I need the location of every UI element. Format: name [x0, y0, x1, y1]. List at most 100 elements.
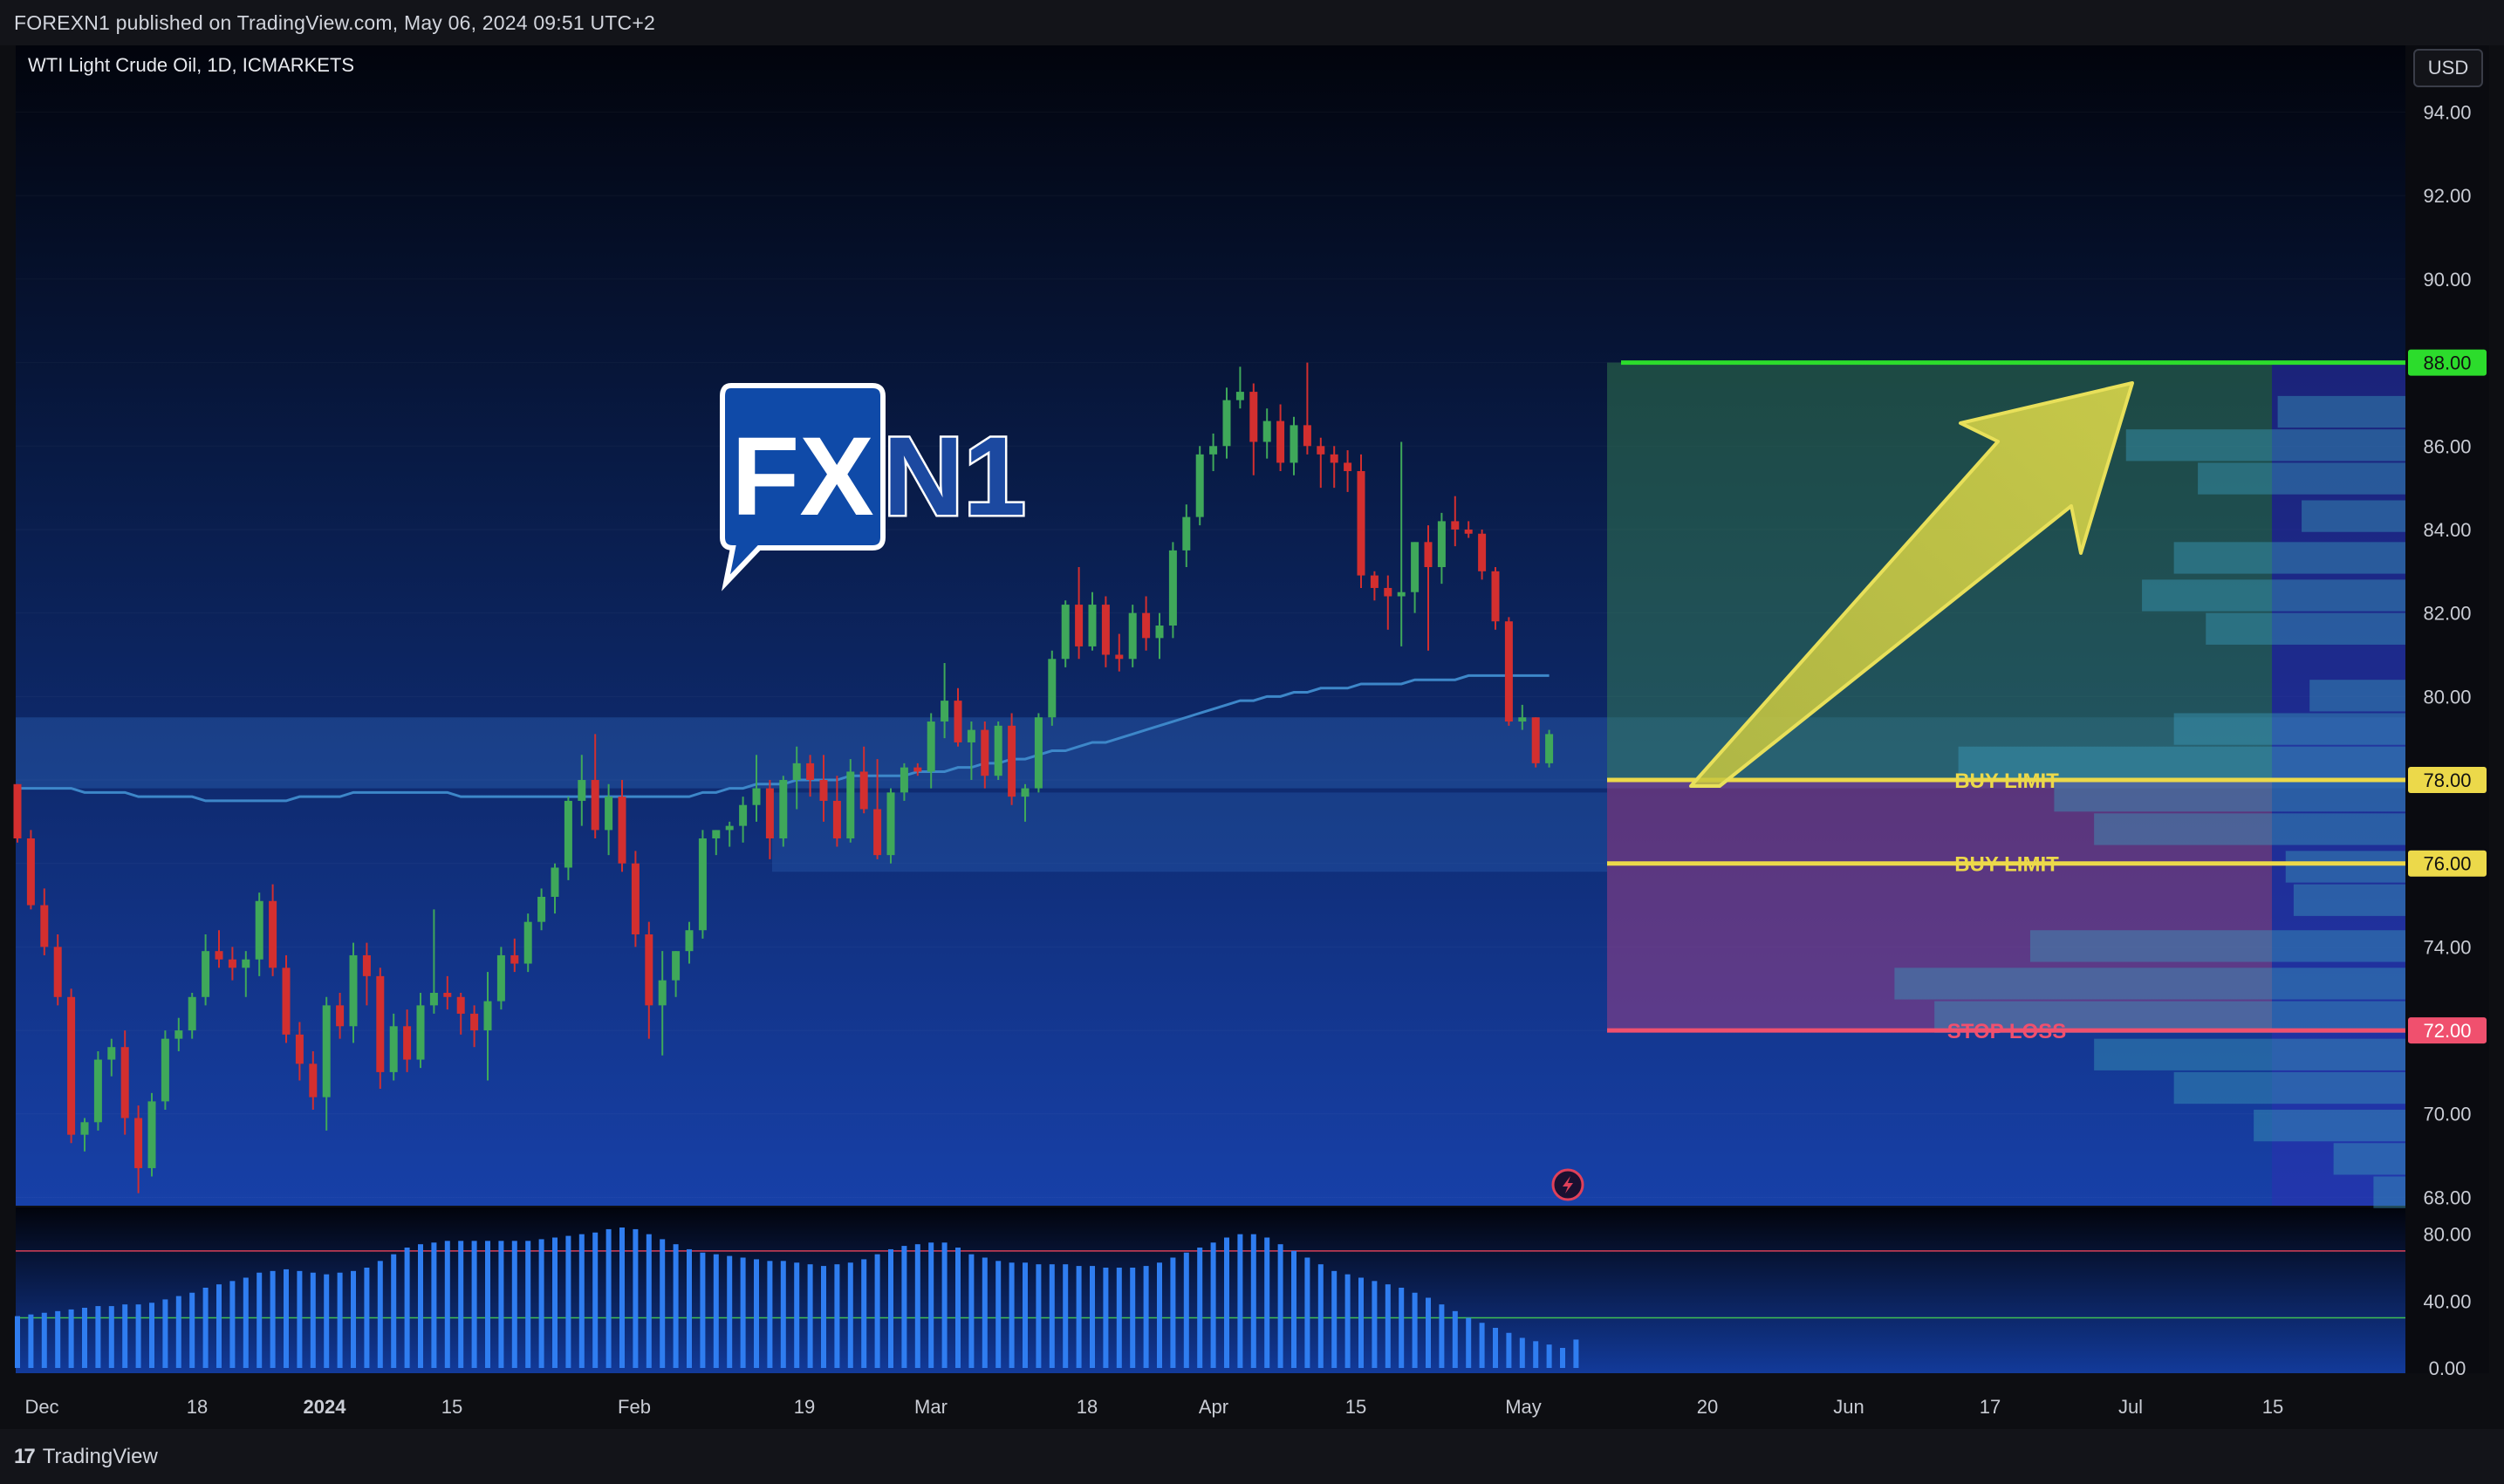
- candle-body: [1545, 734, 1554, 763]
- rsi-bar: [444, 1241, 450, 1368]
- tradingview-logo[interactable]: 17 TradingView: [14, 1445, 158, 1469]
- candle-body: [1357, 470, 1365, 576]
- rsi-bar: [552, 1237, 558, 1368]
- rsi-bar: [1036, 1264, 1042, 1368]
- candle-body: [1531, 717, 1540, 763]
- candle-body: [349, 954, 358, 1027]
- candle-body: [698, 838, 707, 931]
- candle-body: [981, 729, 989, 776]
- candle-body: [846, 771, 855, 838]
- time-axis-background: [16, 1373, 2489, 1429]
- candle-body: [389, 1026, 398, 1072]
- candle-body: [322, 1005, 331, 1098]
- right-profile-band: [2272, 362, 2405, 1206]
- candle-body: [1249, 392, 1258, 442]
- volume-profile-row: [1958, 746, 2405, 779]
- candle-body: [403, 1026, 412, 1060]
- rsi-bar: [377, 1261, 383, 1368]
- rsi-bar: [257, 1272, 263, 1368]
- candle-body: [752, 788, 761, 805]
- candle-body: [147, 1101, 156, 1168]
- candle-body: [1276, 421, 1285, 463]
- level-tag: STOP LOSS: [1947, 1020, 2067, 1043]
- level-tag-text: BUY LIMIT: [1954, 853, 2059, 877]
- rsi-bar: [1560, 1348, 1565, 1368]
- candle-body: [631, 863, 640, 935]
- rsi-bar: [243, 1277, 249, 1368]
- rsi-bar: [592, 1232, 599, 1368]
- rsi-bar: [189, 1292, 195, 1368]
- candle-body: [1303, 425, 1311, 447]
- candle-body: [806, 763, 815, 781]
- candle-body: [645, 934, 653, 1006]
- candle-body: [456, 996, 465, 1014]
- candle-body: [1437, 521, 1446, 568]
- rsi-bar: [1372, 1281, 1378, 1368]
- rsi-bar: [1009, 1262, 1015, 1368]
- symbol-title[interactable]: WTI Light Crude Oil, 1D, ICMARKETS: [28, 54, 355, 76]
- rsi-bar: [928, 1242, 934, 1368]
- rsi-bar: [1250, 1234, 1256, 1368]
- candle-body: [685, 930, 694, 952]
- time-tick-label: 18: [1077, 1396, 1098, 1418]
- candle-body: [564, 800, 572, 868]
- rsi-bar: [1023, 1262, 1028, 1368]
- rsi-bar: [82, 1308, 87, 1368]
- rsi-tick-label: 0.00: [2429, 1357, 2466, 1379]
- level-axis-tag-text: 78.00: [2423, 769, 2471, 791]
- rsi-bar: [700, 1252, 706, 1368]
- candle-body: [1424, 542, 1433, 568]
- rsi-bar: [538, 1239, 544, 1368]
- rsi-bar: [1197, 1248, 1203, 1368]
- price-tick-label: 70.00: [2423, 1104, 2471, 1125]
- candle-body: [1478, 533, 1487, 571]
- candle-body: [658, 980, 667, 1006]
- candle-body: [1317, 446, 1325, 455]
- rsi-bar: [1344, 1274, 1351, 1368]
- rsi-bar: [1224, 1237, 1229, 1368]
- rsi-bar: [458, 1241, 464, 1368]
- time-tick-label: 15: [441, 1396, 462, 1418]
- rsi-bar: [1049, 1264, 1055, 1368]
- speech-bubble-icon: [720, 383, 886, 592]
- candle-body: [13, 783, 22, 838]
- rsi-bar: [404, 1248, 410, 1368]
- support-zone-lower: [772, 792, 1607, 872]
- price-tick-label: 82.00: [2423, 603, 2471, 625]
- rsi-bar: [646, 1234, 652, 1368]
- rsi-bar: [337, 1272, 343, 1368]
- volume-profile-row: [2302, 500, 2405, 532]
- volume-profile-row: [2309, 680, 2405, 712]
- rsi-bar: [995, 1261, 1002, 1368]
- candle-body: [174, 1030, 183, 1039]
- level-price-labels: 88.00 78.00 76.00 72.00: [2408, 349, 2487, 1044]
- candle-body: [725, 825, 734, 831]
- rsi-bar: [687, 1248, 692, 1368]
- candle-body: [927, 721, 935, 772]
- level-tag: BUY LIMIT: [1954, 769, 2059, 793]
- price-axis: 94.00 92.00 90.00 86.00 84.00 82.00 80.00 74.00…: [2423, 102, 2471, 1209]
- candle-body: [107, 1047, 116, 1060]
- rsi-bar: [1452, 1310, 1458, 1368]
- rsi-bar: [713, 1254, 719, 1368]
- candle-body: [672, 951, 681, 981]
- price-tick-label: 94.00: [2423, 102, 2471, 124]
- volume-profile-row: [2029, 930, 2405, 962]
- rsi-tick-label: 80.00: [2423, 1224, 2471, 1246]
- rsi-bar: [270, 1270, 276, 1368]
- rsi-bar: [1103, 1268, 1109, 1368]
- candle-body: [1411, 542, 1420, 592]
- price-levels: BUY LIMIT BUY LIMIT STOP LOSS: [1607, 360, 2405, 1043]
- trade-setup-boxes: [1607, 362, 2405, 1206]
- rsi-bar: [28, 1314, 34, 1368]
- time-tick-label: 2024: [304, 1396, 347, 1418]
- rsi-bar: [297, 1270, 303, 1368]
- rsi-bar: [847, 1262, 853, 1368]
- candle-body: [712, 830, 721, 838]
- volume-profile-row: [2285, 851, 2405, 883]
- currency-button[interactable]: USD: [2413, 49, 2483, 87]
- rsi-bar: [727, 1255, 733, 1368]
- rsi-tick-label: 40.00: [2423, 1290, 2471, 1312]
- alert-icon[interactable]: [1551, 1168, 1584, 1201]
